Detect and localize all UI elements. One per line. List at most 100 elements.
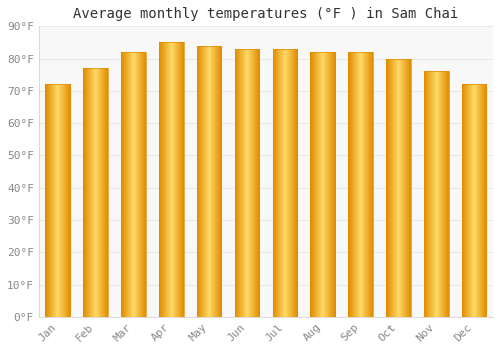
Bar [102,68,103,317]
Bar [53,84,54,317]
Bar [369,52,370,317]
Bar [400,58,401,317]
Bar [255,49,256,317]
Bar [484,84,485,317]
Bar [294,49,295,317]
Bar [280,49,281,317]
Bar [351,52,352,317]
Bar [466,84,467,317]
Bar [207,46,208,317]
Bar [214,46,215,317]
Bar [131,52,132,317]
Bar [58,84,59,317]
Bar [206,46,207,317]
Bar [217,46,218,317]
Bar [279,49,280,317]
Bar [448,71,449,317]
Bar [373,52,374,317]
Bar [329,52,330,317]
Bar [65,84,66,317]
Bar [315,52,316,317]
Bar [242,49,243,317]
Bar [481,84,482,317]
Bar [162,42,163,317]
Bar [439,71,440,317]
Bar [365,52,366,317]
Bar [178,42,179,317]
Bar [284,49,285,317]
Bar [88,68,89,317]
Bar [445,71,446,317]
Bar [327,52,328,317]
Bar [246,49,247,317]
Bar [476,84,477,317]
Bar [209,46,210,317]
Bar [387,58,388,317]
Bar [370,52,371,317]
Bar [443,71,444,317]
Bar [371,52,372,317]
Bar [430,71,431,317]
Bar [277,49,278,317]
Bar [141,52,142,317]
Bar [297,49,298,317]
Bar [67,84,68,317]
Bar [130,52,131,317]
Bar [159,42,184,317]
Bar [357,52,358,317]
Bar [468,84,469,317]
Bar [319,52,320,317]
Bar [410,58,411,317]
Bar [145,52,146,317]
Bar [238,49,239,317]
Bar [391,58,392,317]
Bar [46,84,70,317]
Bar [273,49,274,317]
Bar [332,52,333,317]
Bar [322,52,323,317]
Bar [182,42,183,317]
Bar [169,42,170,317]
Bar [310,52,335,317]
Bar [237,49,238,317]
Bar [402,58,403,317]
Bar [471,84,472,317]
Bar [348,52,349,317]
Bar [142,52,143,317]
Bar [393,58,394,317]
Bar [389,58,390,317]
Bar [91,68,92,317]
Bar [89,68,90,317]
Bar [275,49,276,317]
Bar [320,52,321,317]
Bar [84,68,85,317]
Bar [388,58,389,317]
Bar [333,52,334,317]
Bar [107,68,108,317]
Bar [403,58,404,317]
Bar [368,52,369,317]
Bar [473,84,474,317]
Bar [244,49,245,317]
Bar [197,46,198,317]
Bar [404,58,405,317]
Bar [324,52,325,317]
Bar [48,84,49,317]
Bar [462,84,486,317]
Bar [179,42,180,317]
Bar [366,52,367,317]
Bar [173,42,174,317]
Bar [253,49,254,317]
Bar [289,49,290,317]
Bar [478,84,479,317]
Bar [462,84,463,317]
Bar [49,84,50,317]
Bar [135,52,136,317]
Bar [199,46,200,317]
Bar [160,42,161,317]
Bar [425,71,426,317]
Bar [441,71,442,317]
Bar [123,52,124,317]
Bar [292,49,293,317]
Bar [355,52,356,317]
